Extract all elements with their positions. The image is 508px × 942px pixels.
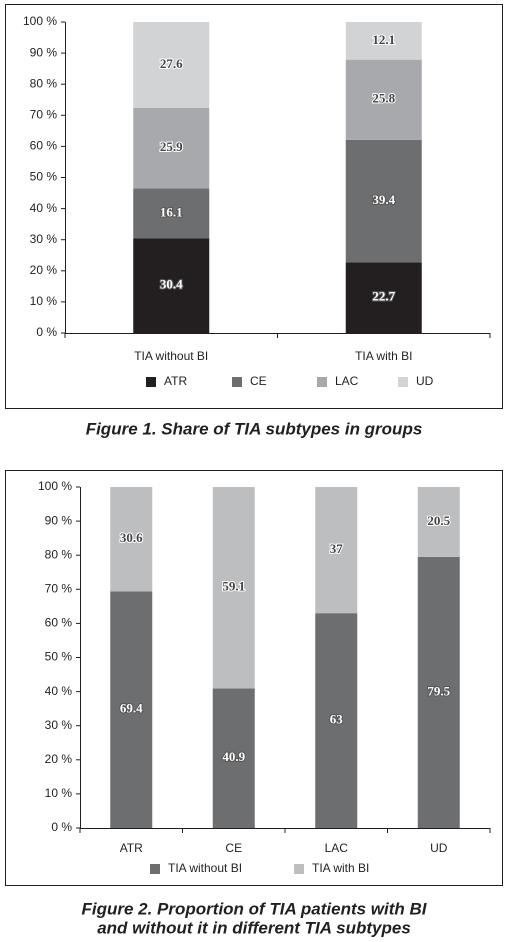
bar-segment	[110, 591, 153, 828]
y-tick-label: 0 %	[36, 325, 57, 339]
bar-segment	[133, 107, 210, 189]
legend-label: CE	[250, 374, 267, 388]
bar-segment	[212, 688, 255, 828]
bar-segment	[345, 139, 422, 263]
bar-segment	[417, 487, 460, 557]
value-label: 25.8	[372, 91, 395, 106]
value-label: 20.5	[427, 513, 450, 528]
legend-label: TIA without BI	[168, 861, 242, 875]
x-tick-label: ATR	[120, 841, 143, 855]
value-label: 27.6	[160, 56, 183, 71]
y-tick-label: 0 %	[51, 820, 72, 834]
value-label: 30.6	[120, 530, 143, 545]
y-tick-label: 90 %	[30, 45, 58, 59]
legend-swatch	[294, 864, 304, 874]
legend-swatch	[146, 377, 156, 387]
bar-segment	[345, 59, 422, 140]
caption: Figure 2. Proportion of TIA patients wit…	[81, 899, 427, 918]
y-tick-label: 70 %	[30, 107, 58, 121]
legend-swatch	[317, 377, 327, 387]
bar-segment	[110, 487, 153, 592]
y-tick-label: 100 %	[38, 479, 72, 493]
bar-segment	[417, 556, 460, 828]
x-tick-label: CE	[225, 841, 242, 855]
value-label: 69.4	[120, 701, 143, 716]
y-tick-label: 100 %	[23, 14, 57, 28]
x-tick-label: TIA without BI	[134, 349, 208, 363]
value-label: 40.9	[222, 749, 245, 764]
y-tick-label: 40 %	[45, 684, 73, 698]
value-label: 25.9	[160, 139, 183, 154]
value-label: 12.1	[372, 32, 395, 47]
y-tick-label: 50 %	[30, 170, 58, 184]
legend-swatch	[232, 377, 242, 387]
legend-label: LAC	[335, 374, 359, 388]
legend-label: TIA with BI	[312, 861, 369, 875]
value-label: 59.1	[222, 579, 245, 594]
y-tick-label: 70 %	[45, 581, 73, 595]
y-tick-label: 60 %	[30, 139, 58, 153]
y-tick-label: 80 %	[45, 547, 73, 561]
value-label: 63	[330, 712, 344, 727]
caption: Figure 1. Share of TIA subtypes in group…	[86, 419, 423, 438]
y-tick-label: 10 %	[45, 786, 73, 800]
x-tick-label: LAC	[325, 841, 349, 855]
value-label: 79.5	[427, 683, 450, 698]
bar-segment	[315, 613, 358, 828]
y-tick-label: 90 %	[45, 513, 73, 527]
caption: and without it in different TIA subtypes	[97, 918, 411, 937]
bar-segment	[345, 22, 422, 60]
value-label: 16.1	[160, 204, 183, 219]
bar-segment	[133, 22, 210, 108]
y-tick-label: 20 %	[45, 752, 73, 766]
value-label: 22.7	[372, 289, 395, 304]
bar-segment	[315, 487, 358, 614]
legend-swatch	[150, 864, 160, 874]
y-tick-label: 80 %	[30, 76, 58, 90]
value-label: 37	[330, 541, 344, 556]
value-label: 39.4	[372, 192, 395, 207]
frame	[5, 470, 503, 886]
legend-label: ATR	[164, 374, 187, 388]
y-tick-label: 30 %	[30, 232, 58, 246]
y-tick-label: 20 %	[30, 263, 58, 277]
y-tick-label: 60 %	[45, 616, 73, 630]
bar-segment	[212, 487, 255, 689]
y-tick-label: 50 %	[45, 650, 73, 664]
legend-swatch	[398, 377, 408, 387]
x-tick-label: UD	[430, 841, 448, 855]
y-tick-label: 40 %	[30, 201, 58, 215]
bar-segment	[345, 262, 422, 333]
value-label: 30.4	[160, 277, 183, 292]
legend-label: UD	[416, 374, 434, 388]
frame	[5, 4, 503, 409]
bar-segment	[133, 238, 210, 333]
x-tick-label: TIA with BI	[355, 349, 412, 363]
y-tick-label: 10 %	[30, 294, 58, 308]
bar-segment	[133, 188, 210, 239]
y-tick-label: 30 %	[45, 718, 73, 732]
